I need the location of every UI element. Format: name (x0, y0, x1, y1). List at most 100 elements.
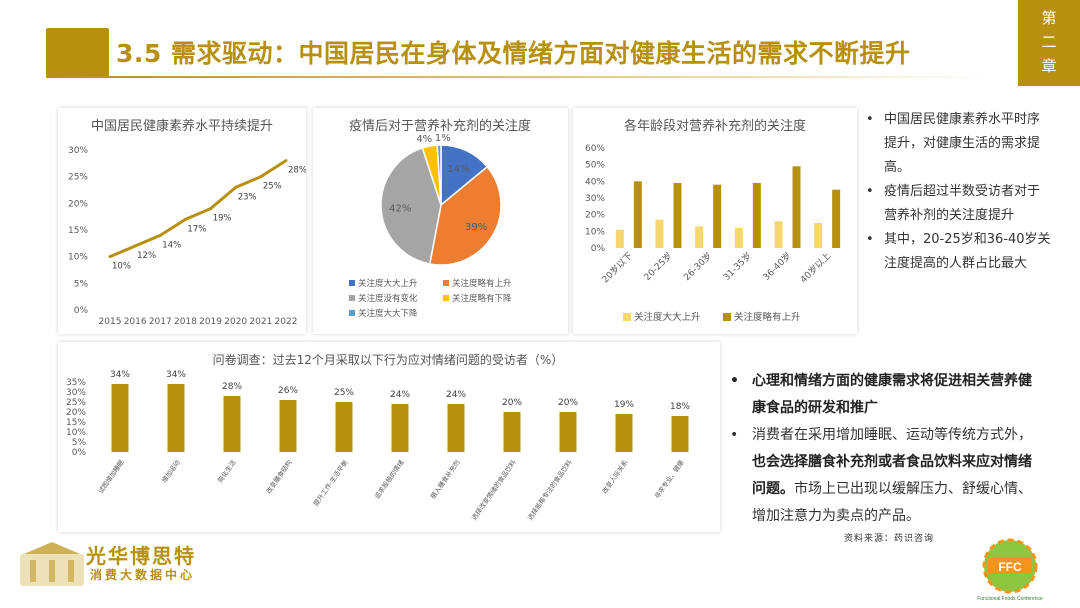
x-tick-label: 增加运动 (159, 458, 182, 485)
data-label: 18% (670, 402, 690, 412)
data-label: 24% (390, 390, 410, 400)
y-tick-label: 5% (72, 438, 87, 448)
y-tick-label: 10% (585, 227, 605, 237)
data-point (158, 233, 162, 237)
brand-emblem-icon (20, 542, 84, 586)
legend-swatch (443, 295, 449, 301)
bar (615, 414, 633, 452)
bar (774, 221, 783, 248)
data-label: 19% (213, 214, 232, 224)
pie-slice-label: 39% (465, 222, 487, 233)
bar (671, 416, 689, 452)
data-label: 17% (187, 224, 206, 234)
data-label: 24% (446, 390, 466, 400)
bar (695, 226, 704, 248)
bar (111, 384, 129, 452)
data-point (209, 207, 213, 211)
x-tick-label: 2018 (174, 317, 197, 327)
bar (633, 181, 642, 248)
x-tick-label: 26-30岁 (681, 250, 714, 283)
x-tick-label: 2019 (199, 317, 222, 327)
pie-slice (440, 144, 489, 207)
y-tick-label: 30% (585, 194, 605, 204)
chapter-char-2: 二 (1041, 33, 1057, 51)
x-tick-label: 选择改变情绪的食品饮料 (469, 458, 518, 522)
bar (713, 184, 722, 248)
y-tick-label: 30% (68, 146, 88, 156)
x-tick-label: 试图增加睡眠 (96, 458, 126, 496)
chapter-char-1: 第 (1041, 9, 1057, 27)
page-title: 3.5 需求驱动：中国居民在身体及情绪方面对健康生活的需求不断提升 (116, 39, 911, 68)
y-tick-label: 0% (591, 244, 606, 254)
bar (673, 183, 682, 248)
data-label: 20% (558, 398, 578, 408)
y-tick-label: 25% (68, 173, 88, 183)
bar (832, 189, 841, 248)
pie-slice-label: 1% (435, 133, 451, 144)
y-tick-label: 30% (66, 388, 86, 398)
data-point (284, 159, 288, 163)
data-point (183, 217, 187, 221)
chart-title: 疫情后对于营养补充剂的关注度 (349, 118, 531, 134)
x-tick-label: 20-25岁 (641, 250, 674, 283)
y-tick-label: 20% (585, 211, 605, 221)
legend-label: 关注度大大上升 (634, 311, 701, 323)
y-tick-label: 20% (68, 199, 88, 209)
x-tick-label: 改变人际关系 (600, 458, 630, 496)
chart-title: 问卷调查：过去12个月采取以下行为应对情绪问题的受访者（%） (213, 352, 564, 367)
brand-name: 光华博思特 (86, 544, 196, 568)
title-underline (46, 76, 994, 78)
survey-bar-chart: 问卷调查：过去12个月采取以下行为应对情绪问题的受访者（%） 0%5%10%15… (66, 352, 690, 522)
literacy-chart-panel: 中国居民健康素养水平持续提升 0% 5% 10% 15% 20% 25% 30% 2015 20… (58, 108, 306, 334)
x-tick-label: 2021 (249, 317, 272, 327)
age-bar-chart: 各年龄段对营养补充剂的关注度 0% 10% 20% 30% 40% 50% 60% 20岁以下… (585, 118, 841, 323)
summary-bullet-1: 中国居民健康素养水平时序提升，对健康生活的需求提高。 (862, 108, 1052, 180)
ffc-logo-text: FFC (998, 560, 1022, 574)
data-point (133, 244, 137, 248)
bar (447, 404, 465, 452)
x-tick-label: 36-40岁 (760, 250, 793, 283)
bar (615, 229, 624, 248)
literacy-line-chart: 中国居民健康素养水平持续提升 0%5%10%15%20%25%30%2015 20… (68, 118, 306, 327)
y-tick-label: 0% (72, 448, 87, 458)
bar (752, 183, 761, 248)
x-tick-label: 2022 (275, 317, 298, 327)
title-accent-block (46, 28, 109, 77)
pie-slice (436, 144, 442, 206)
data-label: 25% (263, 182, 282, 192)
summary-bullets: 中国居民健康素养水平时序提升，对健康生活的需求提高。 疫情后超过半数受访者对于营… (862, 108, 1052, 276)
bar (734, 228, 743, 248)
data-label: 28% (288, 166, 306, 176)
x-tick-label: 40岁以上 (798, 250, 834, 286)
data-label: 20% (502, 398, 522, 408)
source-note: 资料来源：药识咨询 (844, 534, 935, 544)
x-tick-label: 寻求专业、健康 (652, 458, 686, 501)
bar (335, 402, 353, 452)
x-tick-label: 31-35岁 (721, 250, 754, 283)
data-label: 34% (166, 370, 186, 380)
conclusion-point-2a: 消费者在采用增加睡眠、运动等传统方式外， (752, 427, 1032, 443)
data-point (259, 175, 263, 179)
bar (167, 384, 185, 452)
ffc-globe-logo-icon: FFC Functional Foods Conference (977, 538, 1043, 602)
bar (279, 400, 297, 452)
data-point (108, 255, 112, 259)
legend-swatch (349, 295, 355, 301)
bar (559, 412, 577, 452)
bar (223, 396, 241, 452)
pie-chart-panel: 疫情后对于营养补充剂的关注度 14% 39% 42% 4% 1% 关注度大大上升 关注度略有… (313, 108, 568, 334)
age-chart-panel: 各年龄段对营养补充剂的关注度 0% 10% 20% 30% 40% 50% 60% 20岁以下… (573, 108, 857, 334)
x-tick-label: 2017 (149, 317, 172, 327)
ffc-logo-subtext: Functional Foods Conference (977, 596, 1043, 602)
y-tick-label: 5% (74, 279, 89, 289)
bar (814, 223, 823, 248)
chart-title: 中国居民健康素养水平持续提升 (91, 118, 273, 134)
data-label: 10% (112, 262, 131, 272)
survey-chart-panel: 问卷调查：过去12个月采取以下行为应对情绪问题的受访者（%） 0% 5% 10% 15… (58, 342, 720, 532)
x-tick-label: 2015 (99, 317, 122, 327)
x-tick-label: 2020 (224, 317, 247, 327)
legend-label: 关注度大大下降 (358, 308, 418, 319)
conclusion-point-2c: 市场上已出现以缓解压力、舒缓心情、增加注意力为卖点的产品。 (752, 481, 1032, 524)
attention-pie-chart: 疫情后对于营养补充剂的关注度 14%39%42%4% 1%关注度大大上升 关注度略有… (349, 118, 531, 319)
legend-swatch (623, 313, 631, 321)
